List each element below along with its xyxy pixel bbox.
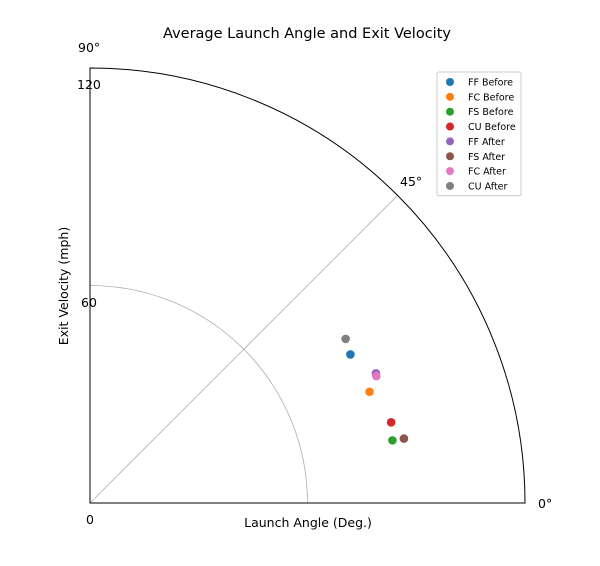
data-point — [386, 418, 396, 427]
r-tick-label: 60 — [81, 295, 97, 310]
legend-marker — [446, 181, 454, 190]
y-axis-label: Exit Velocity (mph) — [56, 227, 71, 345]
chart-title: Average Launch Angle and Exit Velocity — [163, 26, 451, 42]
theta-tick-label: 90° — [78, 40, 100, 55]
legend-entry-label: CU Before — [468, 122, 516, 133]
polar-frame — [89, 67, 526, 504]
plot-area: 0° 45° 90° 0 60 120 — [77, 40, 552, 527]
legend-entry-label: CU After — [468, 181, 508, 192]
legend-marker — [446, 167, 454, 176]
data-point — [388, 436, 397, 445]
legend-marker — [446, 107, 454, 116]
legend-entry-label: FS After — [468, 152, 505, 163]
legend-box — [436, 71, 522, 197]
legend-marker — [446, 137, 454, 146]
angular-gridline-45 — [89, 195, 398, 504]
legend-marker — [446, 122, 454, 131]
legend-marker — [446, 92, 454, 101]
data-point — [399, 434, 409, 443]
data-point — [346, 350, 355, 359]
theta-tick-label: 45° — [400, 174, 422, 189]
data-point — [341, 334, 350, 344]
legend-marker — [446, 78, 454, 86]
legend: FF Before FC Before FS Before CU Before FF A… — [436, 71, 522, 197]
r-tick-label: 0 — [86, 512, 94, 527]
theta-tick-label: 0° — [538, 496, 552, 511]
legend-entry-label: FF After — [468, 137, 505, 148]
legend-entry-label: FS Before — [468, 107, 514, 118]
r-tick-label: 120 — [77, 77, 101, 92]
legend-entry-label: FF Before — [468, 78, 513, 89]
data-point — [372, 371, 381, 381]
legend-entry-label: FC Before — [468, 92, 514, 103]
legend-marker — [446, 152, 454, 161]
x-axis-label: Launch Angle (Deg.) — [244, 515, 372, 530]
legend-entry-label: FC After — [468, 167, 506, 178]
data-point — [365, 387, 374, 397]
